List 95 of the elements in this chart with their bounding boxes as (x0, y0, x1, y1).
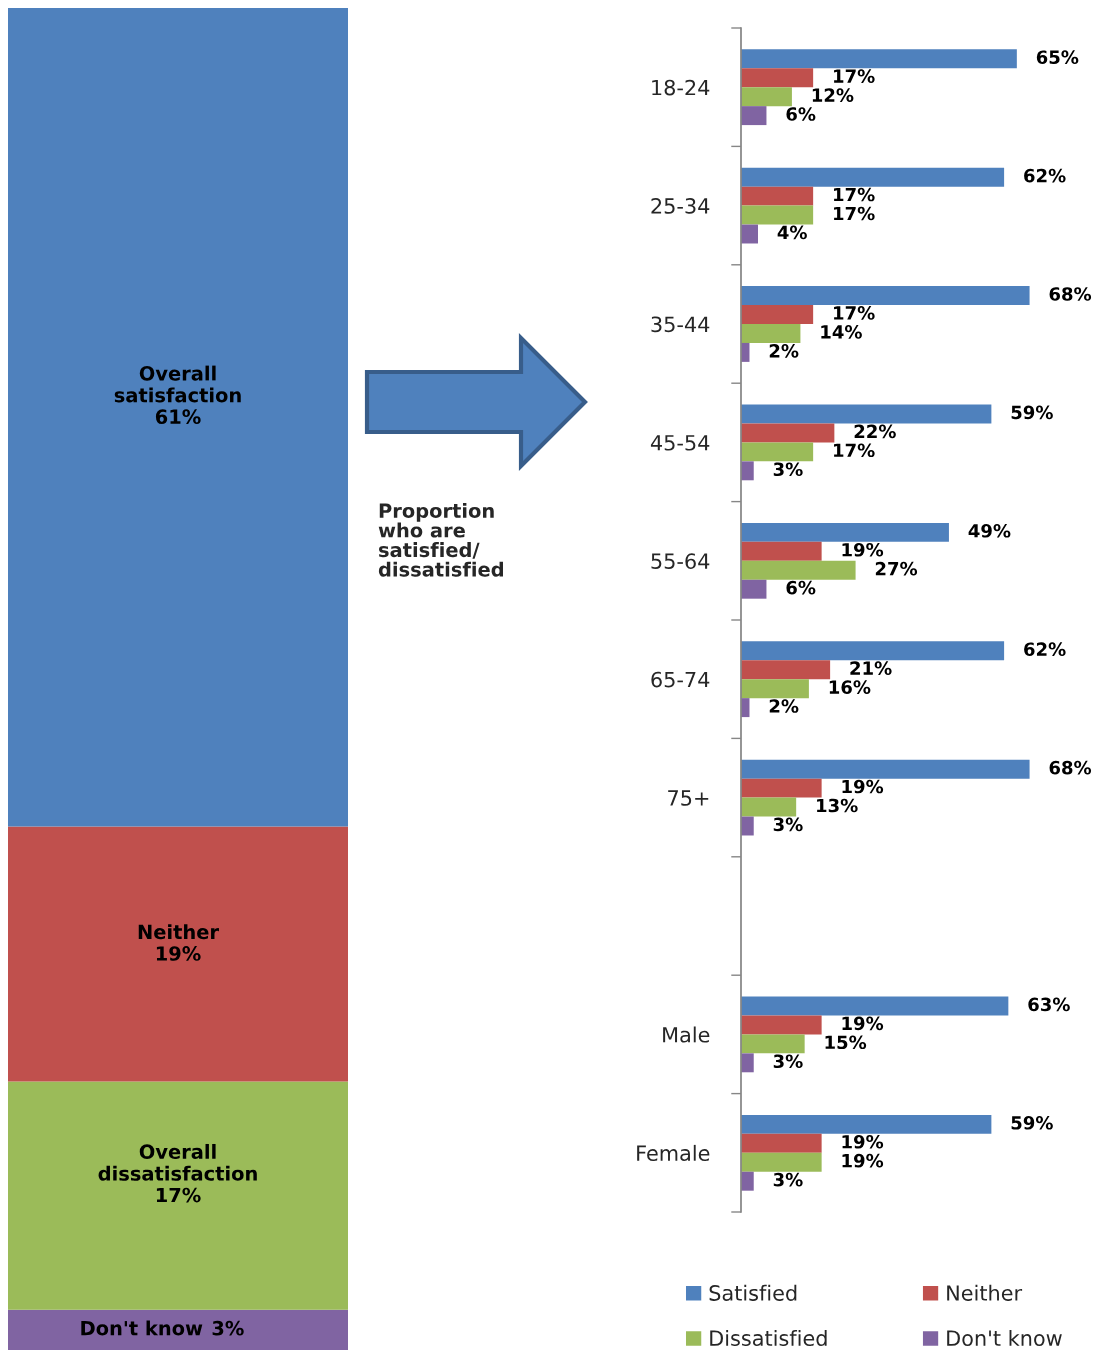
series-label: Overall satisfaction (114, 365, 241, 403)
bar (741, 87, 792, 107)
data-label: 27% (875, 561, 918, 576)
bar (741, 1114, 992, 1134)
data-label: 12% (812, 88, 854, 102)
bar (741, 461, 754, 481)
data-label: 49% (968, 523, 1011, 538)
y-tick-label: 65-74 (651, 671, 710, 688)
series-label: Overall dissatisfaction (98, 1143, 257, 1181)
data-label: 21% (850, 661, 892, 675)
data-label: 3% (773, 462, 803, 477)
data-label: 2% (769, 699, 799, 713)
bar (741, 1053, 754, 1073)
data-label: 62% (1024, 642, 1066, 657)
legend-label: Don't know (947, 1329, 1062, 1347)
bar (741, 305, 814, 324)
legend-label: Satisfied (709, 1284, 797, 1301)
data-label: 62% (1024, 168, 1066, 183)
bar (8, 826, 348, 1082)
data-label: 19% (842, 1134, 884, 1149)
data-label: 17% (156, 1187, 201, 1203)
y-tick-label: 45-54 (650, 435, 710, 451)
bar (741, 679, 809, 699)
data-label: 63% (1028, 997, 1070, 1012)
bar (741, 324, 801, 343)
bar (741, 560, 856, 580)
data-label: 4% (777, 225, 807, 240)
data-label: 3% (212, 1320, 244, 1336)
bar (741, 541, 822, 561)
data-label: 19% (842, 542, 884, 557)
data-label: 3% (773, 1054, 803, 1069)
data-label: 17% (834, 187, 875, 202)
data-label: 19% (842, 1153, 884, 1168)
bar (741, 1171, 754, 1191)
bar (741, 1034, 805, 1054)
bar (8, 1309, 348, 1350)
data-label: 17% (834, 206, 875, 221)
y-tick-label: Female (637, 1144, 710, 1162)
y-tick-label: 25-34 (651, 198, 710, 214)
bar (741, 423, 835, 443)
data-label: 6% (786, 107, 816, 121)
bar (741, 404, 992, 424)
data-label: 6% (786, 580, 816, 595)
data-label: 19% (842, 1016, 884, 1031)
bar (741, 49, 1017, 69)
y-tick-label: 35-44 (651, 316, 710, 333)
bar (741, 1152, 822, 1172)
text: Proportion who are satisfied/ dissatisfied (378, 503, 503, 577)
series-label: Don't know (81, 1320, 203, 1336)
data-label: 17% (834, 306, 875, 320)
data-label: 17% (834, 443, 875, 458)
data-label: 65% (1036, 50, 1079, 65)
data-label: 19% (842, 779, 884, 794)
bar (8, 8, 348, 827)
data-label: 3% (773, 1172, 803, 1187)
y-tick-label: 55-64 (651, 553, 710, 570)
data-label: 15% (825, 1035, 867, 1050)
data-label: 19% (156, 946, 201, 961)
bar (741, 186, 814, 206)
bar (741, 996, 1009, 1016)
bar (741, 816, 754, 836)
bar (741, 1015, 822, 1035)
data-label: 61% (155, 409, 201, 425)
bar (741, 660, 831, 680)
bar (741, 778, 822, 798)
data-label: 3% (773, 817, 803, 832)
data-label: 68% (1049, 287, 1092, 301)
data-label: 13% (817, 798, 858, 813)
data-label: 16% (829, 680, 871, 694)
y-tick-label: 18-24 (652, 79, 710, 96)
bar (741, 797, 797, 817)
data-label: 17% (834, 69, 875, 83)
data-label: 14% (821, 325, 862, 339)
data-label: 2% (769, 344, 799, 358)
bar (741, 759, 1030, 779)
data-label: 59% (1011, 1115, 1053, 1130)
legend-label: Dissatisfied (710, 1329, 827, 1347)
bar (741, 286, 1030, 306)
bar (741, 442, 814, 462)
y-tick-label: 75+ (668, 790, 709, 806)
bar (741, 522, 949, 542)
bar (741, 641, 1005, 661)
bar (741, 205, 814, 225)
data-label: 68% (1049, 760, 1092, 775)
bar (741, 106, 767, 126)
bar (741, 167, 1005, 187)
bar (741, 579, 767, 599)
data-label: 22% (854, 424, 896, 439)
legend-label: Neither (947, 1284, 1023, 1301)
bar (741, 68, 814, 88)
y-tick-label: Male (663, 1026, 710, 1043)
bar (8, 1081, 348, 1310)
series-label: Neither (138, 924, 219, 940)
data-label: 59% (1011, 405, 1053, 420)
bar (741, 1133, 822, 1153)
